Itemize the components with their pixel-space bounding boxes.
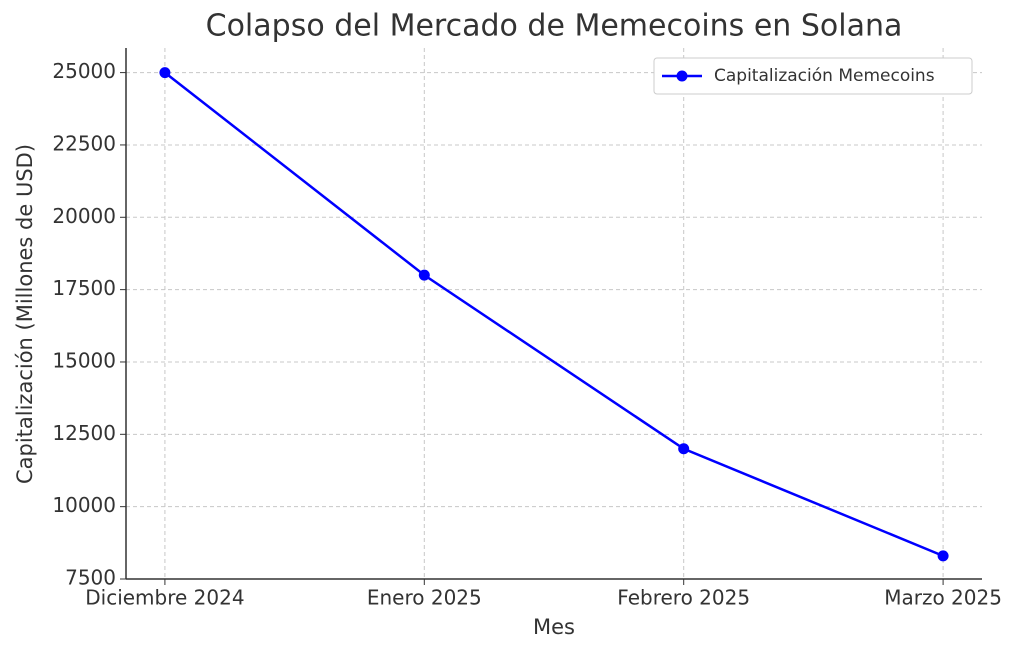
y-tick-label: 20000 [52,204,116,228]
legend: Capitalización Memecoins [653,57,973,95]
point [937,550,949,562]
y-tick-label: 17500 [52,276,116,300]
legend-box [653,57,973,95]
point [159,67,171,79]
x-tick-label: Marzo 2025 [884,586,1002,610]
y-tick-label: 25000 [52,59,116,83]
y-tick-label: 15000 [52,348,116,372]
y-tick-label: 12500 [52,421,116,445]
x-tick-label: Enero 2025 [367,586,482,610]
point [418,269,430,281]
legend-marker [676,70,688,82]
chart-title: Colapso del Mercado de Memecoins en Sola… [206,9,903,44]
x-axis-label: Mes [533,615,575,639]
x-tick-label: Febrero 2025 [617,586,750,610]
point [678,443,690,455]
y-axis-label: Capitalización (Millones de USD) [13,144,37,484]
line [164,71,944,558]
x-tick-label: Diciembre 2024 [85,586,244,610]
y-tick-label: 7500 [65,566,116,590]
y-tick-label: 10000 [52,493,116,517]
legend-label: Capitalización Memecoins [714,66,935,86]
y-tick-label: 22500 [52,131,116,155]
